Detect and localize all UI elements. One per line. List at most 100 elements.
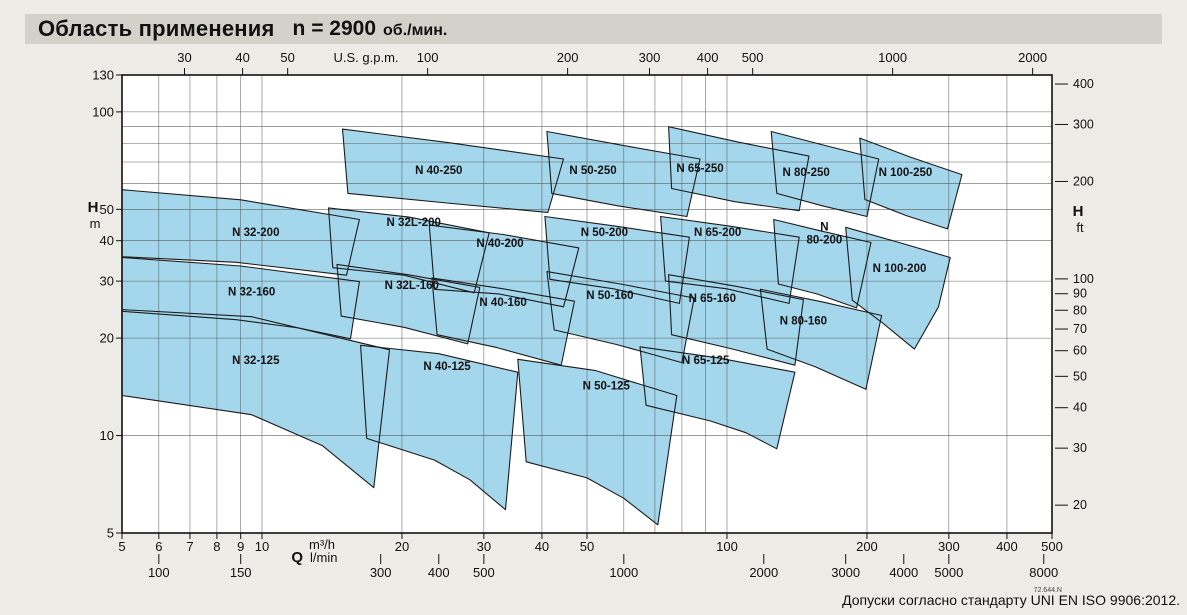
left-axis-label: 10: [100, 428, 114, 443]
pump-region-fill-N-80-160: [760, 289, 882, 390]
pump-region-N-40-250: [341, 128, 565, 213]
pump-region-label: N 100-250: [879, 167, 933, 179]
top-axis-label: 1000: [878, 50, 907, 65]
pump-region-label: N 32L-200: [387, 217, 441, 229]
left-axis-label: 30: [100, 274, 114, 289]
pump-region-N-50-250: [546, 130, 701, 218]
right-axis-label: 50: [1073, 369, 1087, 383]
top-axis-label: 200: [557, 50, 579, 65]
pump-region-label: N 32-200: [232, 227, 279, 239]
bottom-axis-label: 5: [118, 539, 125, 554]
pump-region-N-32-125: [121, 309, 391, 489]
bottom-axis-label: 8: [213, 539, 220, 554]
top-axis-unit: U.S. g.p.m.: [333, 50, 398, 65]
top-axis-label: 50: [280, 50, 294, 65]
bottom-secondary-label: 5000: [934, 565, 963, 580]
pump-speed-value: n = 2900: [292, 17, 377, 40]
right-axis-label: 90: [1073, 287, 1087, 301]
page-title: Область применения: [38, 16, 275, 41]
left-axis-label: 50: [100, 202, 114, 217]
top-axis-label: 400: [697, 50, 719, 65]
pump-speed-unit: об./мин.: [383, 21, 448, 39]
right-axis-label: 30: [1073, 441, 1087, 455]
pump-region-N-40-200: [428, 224, 580, 308]
pump-region-label: N 32-160: [228, 286, 275, 298]
tolerance-note: Допуски согласно стандарту UNI EN ISO 99…: [842, 592, 1180, 608]
bottom-axis-label: 40: [535, 539, 549, 554]
pump-region-N-50-160: [546, 271, 695, 364]
right-axis-label: 400: [1073, 77, 1094, 91]
pump-region-label: N: [820, 222, 828, 234]
left-axis-label: 100: [92, 104, 114, 119]
axes-layer: 13010050403020105Hm400300200100908070605…: [88, 50, 1094, 580]
pump-region-fill-N-40-125: [360, 345, 518, 510]
pump-region-label: N 80-160: [780, 315, 827, 327]
pump-region-N-80-250: [770, 130, 880, 218]
top-axis-label: 100: [417, 50, 439, 65]
pump-region-fill-N-40-200: [429, 225, 579, 307]
right-axis-label: 80: [1073, 303, 1087, 317]
top-axis-label: 40: [235, 50, 249, 65]
right-axis-label: 100: [1073, 272, 1094, 286]
bottom-secondary-label: 2000: [749, 565, 778, 580]
pump-region-fill-N-65-200: [660, 216, 800, 304]
bottom-secondary-label: 100: [148, 565, 170, 580]
pump-region-label: N 65-250: [676, 163, 723, 175]
pump-region-N-65-200: [660, 215, 800, 304]
bottom-axis-label: 9: [237, 539, 244, 554]
bottom-axis-label: 400: [996, 539, 1018, 554]
right-axis-label: 200: [1073, 174, 1094, 188]
bottom-axis-label: 30: [477, 539, 491, 554]
bottom-axis-label: 6: [155, 539, 162, 554]
pump-region-N-100-200: [845, 226, 951, 350]
top-axis-label: 30: [177, 50, 191, 65]
pump-region-fill-N-32-125: [122, 309, 390, 488]
pump-region-N-50-125: [517, 358, 678, 526]
right-axis-label: 70: [1073, 322, 1087, 336]
pump-region-label: N 80-250: [782, 167, 829, 179]
pump-regions-outline-layer: [121, 126, 963, 526]
pump-region-fill-N-65-125: [640, 346, 795, 449]
pump-region-fill-N-50-200: [544, 216, 690, 304]
top-axis-label: 2000: [1018, 50, 1047, 65]
pump-region-N-40-125: [360, 344, 519, 511]
pump-region-label: N 65-200: [694, 227, 741, 239]
pump-region-N-32L-160: [336, 263, 481, 345]
right-axis-label: 40: [1073, 401, 1087, 415]
pump-region-N-50-200: [544, 215, 690, 304]
bottom-secondary-label: 1000: [609, 565, 638, 580]
pump-region-labels: N 32-125 N 40-125 N 50-125 N 65-125 N 32-160…: [228, 163, 932, 392]
pump-region-label: 80-200: [806, 235, 842, 247]
pump-region-label: N 32L-160: [385, 280, 439, 292]
bottom-axis-label: 100: [716, 539, 738, 554]
bottom-secondary-label: 500: [473, 565, 495, 580]
pump-region-label: N 50-200: [581, 227, 628, 239]
document-code: 72.644.N: [1033, 587, 1062, 594]
pump-region-fill-N-40-250: [342, 129, 564, 213]
pump-region-N-80-160: [759, 288, 883, 390]
bottom-axis-label: 20: [395, 539, 409, 554]
pump-region-N-32-160: [121, 256, 360, 340]
left-axis-unit: m: [90, 216, 101, 231]
pump-region-N-65-125: [639, 346, 796, 450]
pump-region-N-100-250: [859, 137, 963, 230]
right-axis-label: 60: [1073, 344, 1087, 358]
pump-region-label: N 40-160: [479, 297, 526, 309]
title-bar: Область применения n = 2900 об./мин.: [25, 14, 1162, 44]
bottom-axis-unit: m³/h: [309, 537, 335, 552]
bottom-axis-label: 300: [938, 539, 960, 554]
pump-region-N-32L-200: [327, 207, 490, 294]
bottom-secondary-label: 150: [230, 565, 252, 580]
pump-region-label: N 65-160: [689, 293, 736, 305]
bottom-axis-label: 10: [255, 539, 269, 554]
pump-region-label: N 40-250: [415, 165, 462, 177]
bottom-axis-label: 7: [186, 539, 193, 554]
bottom-secondary-label: 300: [370, 565, 392, 580]
pump-region-label: N 40-200: [476, 238, 523, 250]
pump-region-label: N 40-125: [423, 361, 471, 373]
bottom-axis-title: Q: [291, 549, 303, 566]
bottom-axis-label: 500: [1041, 539, 1063, 554]
right-axis-title: H: [1073, 203, 1084, 220]
left-axis-label: 40: [100, 233, 114, 248]
